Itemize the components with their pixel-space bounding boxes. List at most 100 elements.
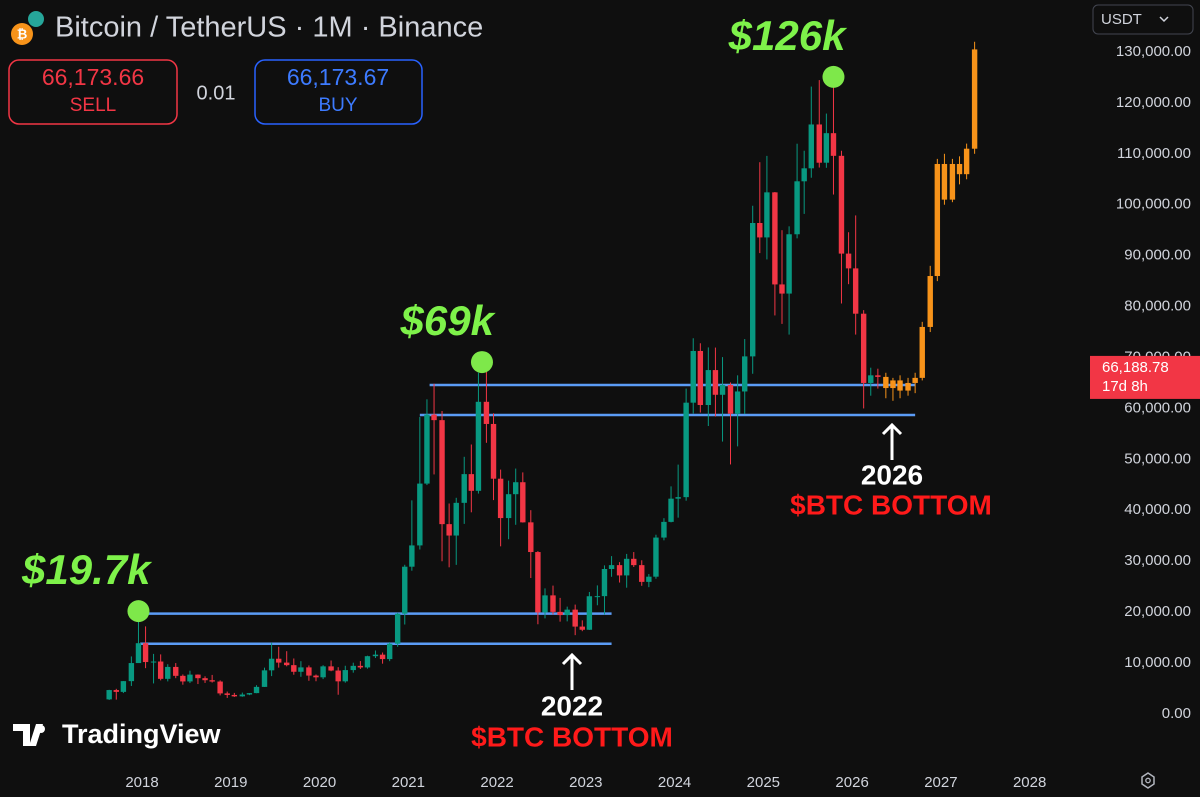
candle-body (653, 537, 659, 577)
candle-body (417, 483, 423, 546)
buy-button[interactable] (254, 59, 423, 125)
candle-body (386, 643, 393, 660)
candle-body (586, 596, 593, 630)
candle-body (150, 661, 157, 663)
candle-body (675, 497, 681, 499)
logo-dot (37, 725, 45, 733)
bottom-year: 2022 (541, 690, 603, 721)
countdown: 17d 8h (1102, 378, 1148, 395)
candle-body (298, 667, 304, 672)
candle-body (209, 680, 215, 682)
candle-body (764, 192, 770, 238)
candle-body (697, 350, 704, 406)
candle-body (528, 522, 534, 553)
y-tick-label: 0.00 (1162, 705, 1191, 722)
candle-body (306, 667, 312, 676)
candle-body (342, 670, 348, 682)
buy-label: BUY (318, 95, 357, 116)
y-tick-label: 120,000.00 (1116, 94, 1191, 111)
candle-body (424, 414, 430, 484)
y-tick-label: 80,000.00 (1124, 298, 1191, 315)
y-tick-label: 10,000.00 (1124, 654, 1191, 671)
candle-body (180, 675, 186, 682)
candle-body (594, 596, 601, 598)
x-tick-label: 2023 (569, 774, 602, 791)
candle-body (520, 482, 526, 523)
candle-body (239, 694, 246, 697)
logo-text: TradingView (62, 719, 222, 749)
sell-label: SELL (70, 95, 116, 116)
candle-body (601, 568, 608, 597)
candle-body (623, 558, 630, 576)
candle-body (949, 163, 956, 200)
x-tick-label: 2020 (303, 774, 336, 791)
candle-body (535, 552, 541, 613)
candle-body (483, 401, 490, 424)
candle-body (364, 656, 371, 668)
bottom-year: 2026 (861, 459, 923, 490)
sell-button[interactable] (8, 59, 178, 125)
candle-body (261, 670, 268, 687)
currency-label: USDT (1101, 11, 1142, 28)
candle-body (461, 474, 467, 503)
candle-body (268, 658, 275, 671)
peak-dot (127, 600, 150, 623)
bottom-label: $BTC BOTTOM (790, 489, 992, 520)
last-price-label: 66,188.78 (1102, 359, 1169, 376)
candle-body (794, 181, 800, 235)
candle-body (113, 690, 119, 692)
candle-body (246, 693, 253, 695)
candle-body (727, 384, 734, 414)
candle-body (505, 494, 512, 519)
candle-body (490, 423, 497, 479)
candle-body (690, 350, 696, 403)
x-tick-label: 2022 (480, 774, 513, 791)
candle-body (564, 609, 570, 616)
candle-body (668, 498, 674, 522)
sell-price: 66,173.66 (42, 64, 144, 90)
currency-selector[interactable] (1092, 4, 1194, 35)
bottom-2026: 2026 $BTC BOTTOM (790, 422, 992, 520)
candle-body (631, 558, 637, 566)
candle-body (712, 370, 719, 395)
candle-body (409, 545, 415, 567)
candle-body (394, 613, 401, 644)
candle-body (683, 402, 689, 498)
candle-body (845, 253, 852, 269)
candle-body (963, 148, 970, 175)
candle-body (868, 375, 874, 383)
candle-body (453, 502, 459, 536)
settings-icon[interactable] (1141, 772, 1155, 789)
candle-body (860, 313, 867, 383)
candle-body (513, 482, 519, 495)
x-tick-label: 2025 (747, 774, 780, 791)
candle-body (320, 666, 326, 678)
peak-label: $69k (400, 297, 497, 344)
candle-body (661, 521, 667, 538)
candle-body (217, 681, 223, 694)
settings-icon-center (1145, 777, 1151, 784)
candle-body (202, 678, 208, 681)
logo-mark (13, 724, 43, 746)
peak-dot (822, 65, 845, 88)
candle-body (497, 478, 504, 519)
candle-body (231, 694, 238, 697)
candle-body (550, 595, 556, 612)
candle-body (608, 565, 615, 569)
candle-body (446, 524, 452, 536)
candle-body (883, 376, 889, 389)
candle-body (579, 626, 585, 630)
candle-body (719, 384, 726, 395)
candle-body (816, 124, 822, 163)
candle-body (919, 326, 925, 378)
candle-body (120, 681, 127, 692)
candle-body (956, 163, 963, 175)
buy-price: 66,173.67 (287, 64, 389, 90)
candle-body (808, 124, 814, 169)
candle-body (742, 356, 748, 392)
x-tick-label: 2018 (125, 774, 158, 791)
candle-body (838, 155, 845, 254)
header: ₿ Bitcoin / TetherUS · 1M · Binance 66,1… (8, 11, 483, 125)
candle-body (616, 565, 623, 576)
